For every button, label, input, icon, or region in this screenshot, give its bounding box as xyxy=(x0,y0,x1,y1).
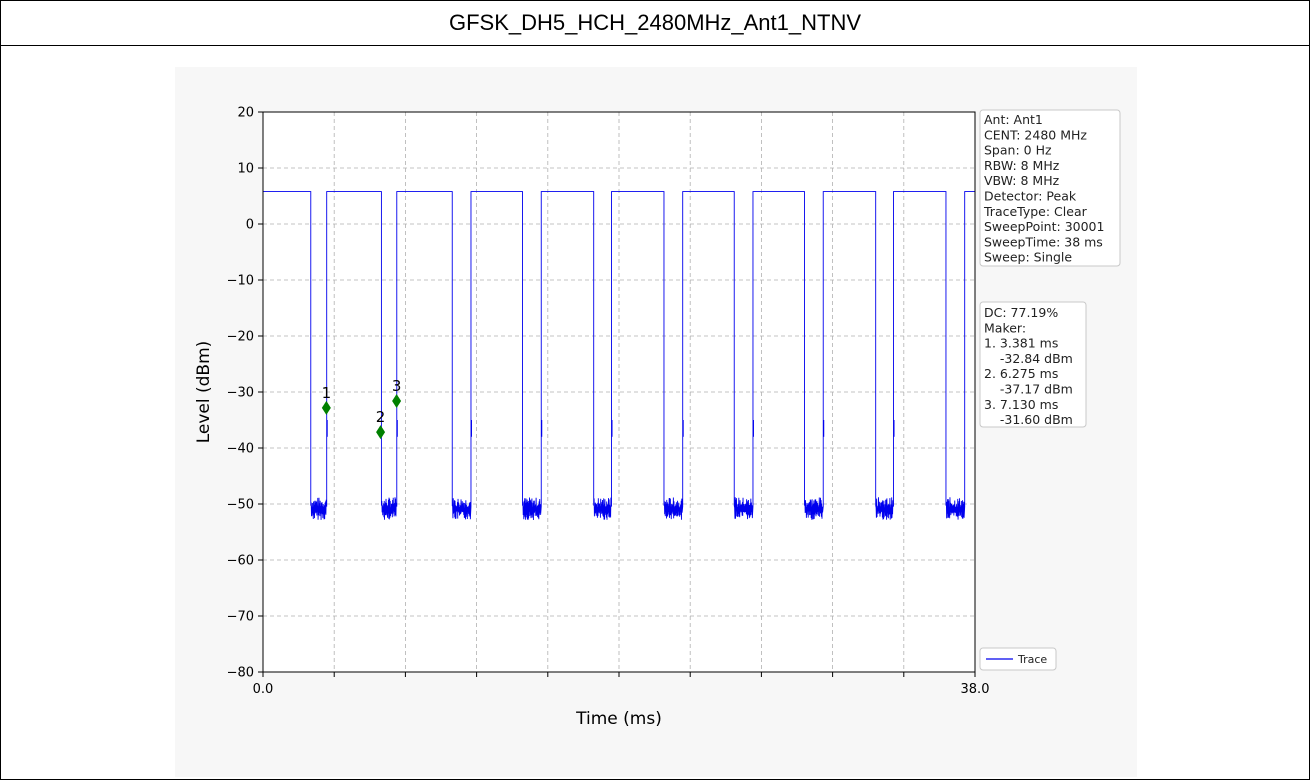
info-line: Detector: Peak xyxy=(984,189,1077,204)
y-tick-label: −70 xyxy=(227,610,254,625)
y-tick-label: 0 xyxy=(246,218,254,233)
marker-label: 2 xyxy=(376,408,386,426)
y-axis: 20 10 0 −10 −20 −30 −40 −50 −60 −70 −80 xyxy=(227,106,263,681)
y-tick-label: −50 xyxy=(227,498,254,513)
marker-info-line: -31.60 dBm xyxy=(984,412,1073,427)
info-line: SweepPoint: 30001 xyxy=(984,219,1104,234)
x-axis: 0.0 38.0 xyxy=(253,672,990,697)
y-tick-label: −30 xyxy=(227,386,254,401)
marker-info-line: 1. 3.381 ms xyxy=(984,336,1058,351)
info-line: Ant: Ant1 xyxy=(984,112,1043,127)
y-tick-label: −20 xyxy=(227,330,254,345)
x-axis-label: Time (ms) xyxy=(575,709,662,729)
trace-path xyxy=(263,191,975,521)
y-tick-label: 10 xyxy=(237,162,254,177)
marker-diamond xyxy=(392,393,402,408)
info-line: Span: 0 Hz xyxy=(984,143,1052,158)
marker-info-line: -32.84 dBm xyxy=(984,351,1073,366)
legend: Trace xyxy=(979,647,1057,671)
x-tick-label: 0.0 xyxy=(253,682,274,697)
y-tick-label: −10 xyxy=(227,274,254,289)
legend-entry-trace: Trace xyxy=(1017,653,1047,666)
y-axis-label: Level (dBm) xyxy=(194,341,214,444)
info-line: CENT: 2480 MHz xyxy=(984,127,1087,142)
marker-info-line: Maker: xyxy=(984,320,1026,335)
trace-line xyxy=(263,191,975,521)
info-line: SweepTime: 38 ms xyxy=(984,234,1103,249)
marker-info-line: 2. 6.275 ms xyxy=(984,366,1058,381)
info-line: VBW: 8 MHz xyxy=(984,173,1060,188)
info-line: TraceType: Clear xyxy=(983,204,1088,219)
y-tick-label: 20 xyxy=(237,106,254,121)
info-box-frame xyxy=(979,109,1121,267)
info-line: RBW: 8 MHz xyxy=(984,158,1060,173)
y-tick-label: −60 xyxy=(227,554,254,569)
marker-box-frame xyxy=(979,301,1087,428)
x-tick-label: 38.0 xyxy=(961,682,990,697)
marker-box: DC: 77.19%Maker:1. 3.381 ms -32.84 dBm2.… xyxy=(979,301,1087,428)
grid-lines xyxy=(263,112,975,672)
marker-info-line: DC: 77.19% xyxy=(984,305,1058,320)
marker-label: 1 xyxy=(322,384,332,402)
marker-info-line: -37.17 dBm xyxy=(984,382,1073,397)
marker-label: 3 xyxy=(392,377,402,395)
markers: 1 23 xyxy=(321,377,402,440)
chart-title: GFSK_DH5_HCH_2480MHz_Ant1_NTNV xyxy=(1,1,1309,46)
info-line: Sweep: Single xyxy=(984,250,1072,265)
marker-diamond xyxy=(321,400,331,415)
marker-diamond xyxy=(376,425,386,440)
y-tick-label: −80 xyxy=(227,666,254,681)
y-tick-label: −40 xyxy=(227,442,254,457)
legend-frame xyxy=(979,647,1057,671)
marker-info-line: 3. 7.130 ms xyxy=(984,397,1058,412)
